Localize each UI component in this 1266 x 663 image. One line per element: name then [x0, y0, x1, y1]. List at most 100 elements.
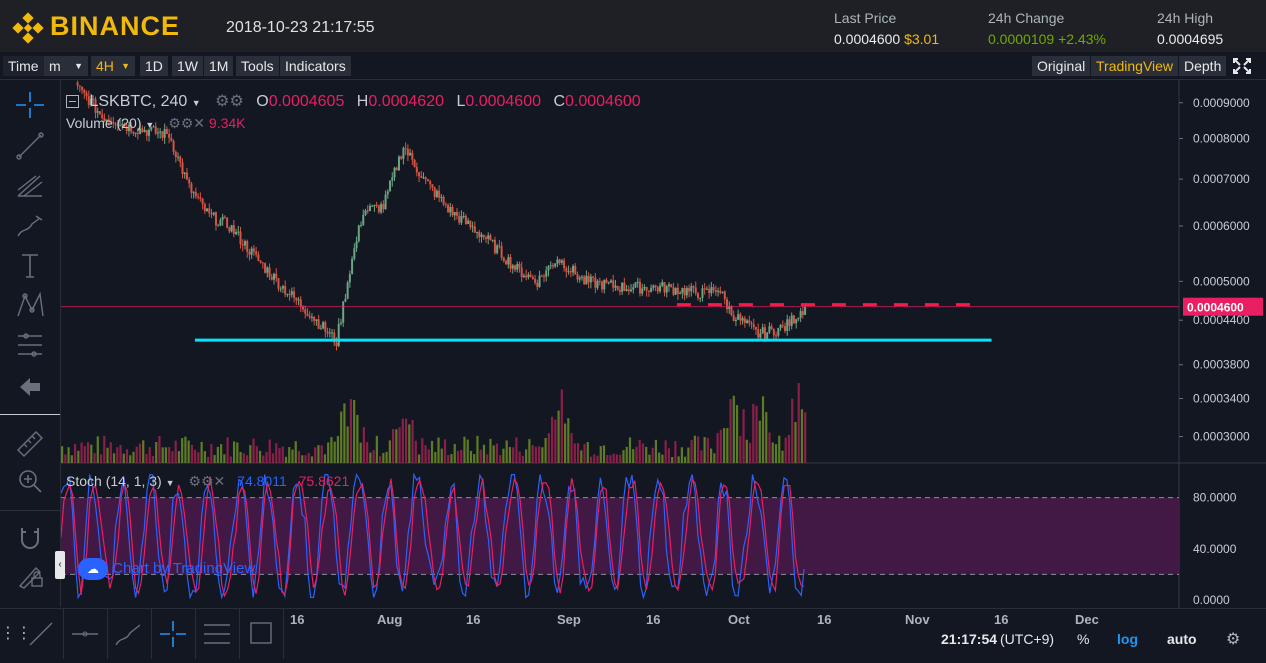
- view-original-button[interactable]: Original: [1032, 56, 1091, 76]
- volume-bar: [515, 437, 518, 463]
- candle-body: [511, 265, 514, 269]
- candle-body: [317, 319, 320, 329]
- rectangle-tool-icon[interactable]: [240, 609, 284, 659]
- settings-icon[interactable]: ⚙⚙: [215, 93, 244, 110]
- indicators-button[interactable]: Indicators: [280, 56, 351, 76]
- ruler-levels-icon[interactable]: [10, 328, 50, 362]
- volume-bar: [129, 455, 132, 463]
- candle-body: [723, 291, 726, 300]
- time-tick: Sep: [557, 612, 581, 627]
- horizontal-line-tool-icon[interactable]: [64, 609, 108, 659]
- candle-body: [315, 319, 318, 321]
- stoch-label[interactable]: Stoch (14, 1, 3): [66, 473, 162, 489]
- volume-bar: [220, 444, 223, 463]
- symbol-name[interactable]: LSKBTC, 240: [89, 93, 188, 110]
- candle-body: [243, 241, 246, 246]
- volume-bar: [632, 449, 635, 463]
- percent-toggle[interactable]: %: [1077, 631, 1090, 647]
- collapse-panel-handle[interactable]: ‹: [55, 551, 65, 579]
- candle-body: [534, 278, 537, 283]
- volume-bar: [615, 454, 619, 463]
- candle-body: [435, 190, 438, 197]
- candle-body: [391, 177, 394, 181]
- range-1d-button[interactable]: 1D: [140, 56, 168, 76]
- candle-body: [679, 292, 682, 295]
- volume-settings-icon[interactable]: ⚙⚙✕: [168, 115, 206, 131]
- time-label: Time: [3, 56, 44, 76]
- unit-select[interactable]: m ▼: [44, 56, 88, 76]
- price-chart[interactable]: 0.0009000 0.0008000 0.0007000 0.0006000 0.00…: [61, 80, 1266, 608]
- header: BINANCE 2018-10-23 21:17:55 Last Price 0…: [0, 0, 1266, 52]
- candle-body: [804, 306, 807, 315]
- candle-body: [755, 327, 758, 330]
- volume-bar: [427, 449, 430, 463]
- candle-body: [650, 287, 653, 292]
- tools-button[interactable]: Tools: [236, 56, 279, 76]
- volume-bar: [366, 442, 369, 463]
- candle-body: [313, 316, 316, 321]
- brand-name[interactable]: BINANCE: [50, 11, 181, 41]
- candle-body: [94, 99, 97, 113]
- volume-bar: [658, 452, 661, 463]
- candle-body: [192, 192, 195, 194]
- candle-body: [672, 287, 675, 295]
- chevron-down-icon[interactable]: ▼: [191, 98, 201, 108]
- drag-handle-icon[interactable]: ⋮⋮: [0, 625, 32, 642]
- volume-label[interactable]: Volume (20): [66, 115, 142, 131]
- collapse-icon[interactable]: [66, 95, 79, 109]
- fullscreen-icon[interactable]: [1232, 57, 1252, 75]
- brush-icon[interactable]: [10, 208, 50, 242]
- volume-bar: [502, 448, 505, 463]
- candle-body: [549, 265, 552, 267]
- volume-bar: [697, 436, 700, 463]
- candle-body: [360, 224, 363, 226]
- volume-bar: [421, 438, 424, 463]
- back-arrow-icon[interactable]: [10, 370, 50, 404]
- candle-body: [248, 251, 251, 255]
- volume-bar: [61, 446, 64, 463]
- volume-bar: [145, 454, 148, 463]
- fib-retracement-icon[interactable]: [10, 168, 50, 202]
- interval-select[interactable]: 4H ▼: [91, 56, 135, 76]
- trend-line-tool-icon[interactable]: [20, 609, 64, 659]
- stoch-settings-icon[interactable]: ⚙⚙✕: [188, 473, 226, 489]
- crosshair-tool-icon[interactable]: [152, 609, 196, 659]
- text-icon[interactable]: [10, 248, 50, 282]
- brush-tool-icon[interactable]: [108, 609, 152, 659]
- time-tick: 16: [646, 612, 661, 627]
- range-1w-button[interactable]: 1W: [172, 56, 203, 76]
- candle-body: [554, 263, 557, 267]
- candle-body: [563, 260, 566, 269]
- volume-bar: [505, 440, 508, 463]
- candle-body: [123, 123, 126, 127]
- volume-bar: [742, 409, 745, 463]
- lock-drawing-icon[interactable]: [10, 558, 50, 592]
- candle-body: [78, 85, 81, 87]
- volume-bar: [531, 445, 534, 463]
- magnet-icon[interactable]: [10, 520, 50, 554]
- view-tradingview-button[interactable]: TradingView: [1091, 56, 1179, 76]
- auto-toggle[interactable]: auto: [1167, 631, 1197, 647]
- chevron-down-icon[interactable]: ▼: [145, 120, 155, 130]
- volume-bar: [443, 439, 447, 463]
- range-1m-button[interactable]: 1M: [204, 56, 234, 76]
- volume-bar: [369, 452, 372, 463]
- candle-body: [154, 126, 157, 134]
- trend-line-icon[interactable]: [10, 128, 50, 162]
- volume-bar: [122, 453, 125, 463]
- view-depth-button[interactable]: Depth: [1179, 56, 1227, 76]
- volume-bar: [194, 449, 197, 463]
- candle-body: [415, 167, 418, 173]
- candle-body: [514, 265, 517, 270]
- gear-icon[interactable]: ⚙: [1226, 631, 1241, 648]
- chevron-down-icon[interactable]: ▼: [165, 478, 175, 488]
- watermark[interactable]: ☁ Chart by TradingView: [78, 558, 255, 580]
- measure-icon[interactable]: [10, 424, 50, 458]
- volume-bar: [486, 454, 489, 463]
- timezone[interactable]: (UTC+9): [1000, 631, 1055, 647]
- levels-tool-icon[interactable]: [196, 609, 240, 659]
- pattern-icon[interactable]: [10, 288, 50, 322]
- crosshair-icon[interactable]: [10, 88, 50, 122]
- log-toggle[interactable]: log: [1117, 631, 1138, 647]
- zoom-icon[interactable]: [10, 464, 50, 498]
